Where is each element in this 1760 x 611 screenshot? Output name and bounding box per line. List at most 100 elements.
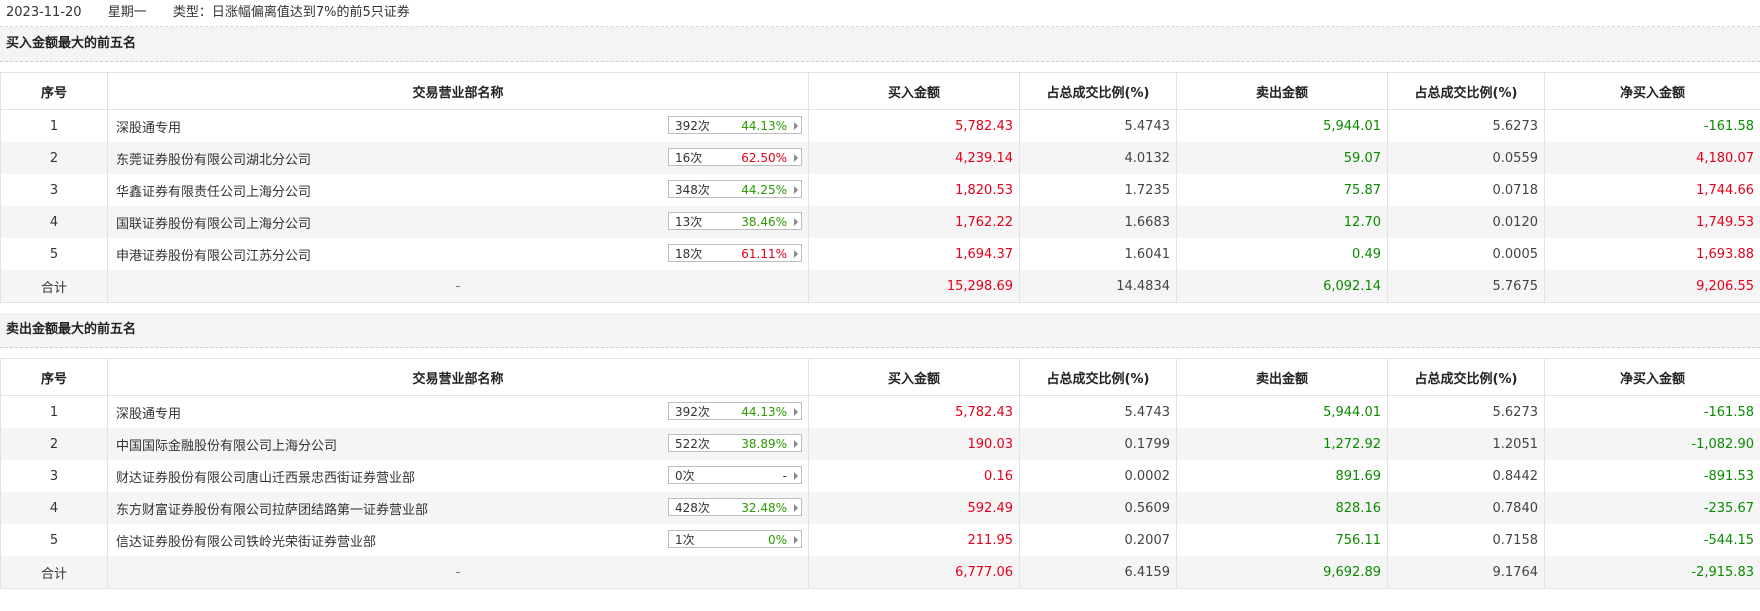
row-index: 2	[0, 428, 108, 460]
total-net-amount: -2,915.83	[1544, 556, 1760, 589]
win-rate: 44.25%	[741, 183, 787, 197]
appearance-count: 13次	[675, 215, 703, 229]
branch-name-cell: 国联证券股份有限公司上海分公司 13次 38.46%	[107, 206, 809, 238]
appearance-badge[interactable]: 392次 44.13%	[668, 116, 802, 134]
buy-amount: 5,782.43	[808, 395, 1020, 428]
branch-name: 东莞证券股份有限公司湖北分公司	[116, 152, 312, 168]
buy-amount: 5,782.43	[808, 109, 1020, 142]
buy-ratio: 1.6041	[1019, 238, 1177, 270]
buy-amount: 592.49	[808, 492, 1020, 524]
total-buy-ratio: 14.4834	[1019, 270, 1177, 303]
col-branch-name: 交易营业部名称	[107, 72, 809, 110]
total-row: 合计 -15,298.69 14.4834 6,092.14 5.7675 9,206.5…	[0, 270, 1760, 303]
sell-amount: 12.70	[1176, 206, 1388, 238]
table-row: 5 申港证券股份有限公司江苏分公司 18次 61.11% 1,694.37 1.6041 0…	[0, 238, 1760, 270]
row-index: 5	[0, 524, 108, 556]
top-info-bar: 2023-11-20 星期一 类型：日涨幅偏离值达到7%的前5只证券	[0, 0, 1760, 27]
chevron-right-icon	[794, 504, 798, 512]
net-amount: -1,082.90	[1544, 428, 1760, 460]
branch-name-cell: 深股通专用 392次 44.13%	[107, 109, 809, 142]
sell-ratio: 1.2051	[1387, 428, 1545, 460]
total-sell-amount: 9,692.89	[1176, 556, 1388, 589]
sell-table-body: 1 深股通专用 392次 44.13% 5,782.43 5.4743 5,944.01 5.…	[0, 395, 1760, 589]
chevron-right-icon	[794, 408, 798, 416]
sell-ratio: 0.0559	[1387, 142, 1545, 174]
row-index: 4	[0, 492, 108, 524]
appearance-badge[interactable]: 348次 44.25%	[668, 180, 802, 198]
branch-name-cell: 财达证券股份有限公司唐山迁西景忠西街证券营业部 0次 -	[107, 460, 809, 492]
net-amount: 1,693.88	[1544, 238, 1760, 270]
appearance-badge[interactable]: 392次 44.13%	[668, 402, 802, 420]
table-row: 2 中国国际金融股份有限公司上海分公司 522次 38.89% 190.03 0.1799…	[0, 428, 1760, 460]
branch-name-cell: 申港证券股份有限公司江苏分公司 18次 61.11%	[107, 238, 809, 270]
sell-amount: 59.07	[1176, 142, 1388, 174]
chevron-right-icon	[794, 186, 798, 194]
total-label: 合计	[0, 270, 108, 303]
appearance-badge[interactable]: 16次 62.50%	[668, 148, 802, 166]
appearance-badge[interactable]: 13次 38.46%	[668, 212, 802, 230]
appearance-badge[interactable]: 1次 0%	[668, 530, 802, 548]
branch-name-cell: 东方财富证券股份有限公司拉萨团结路第一证券营业部 428次 32.48%	[107, 492, 809, 524]
total-label: 合计	[0, 556, 108, 589]
branch-name-cell: 中国国际金融股份有限公司上海分公司 522次 38.89%	[107, 428, 809, 460]
row-index: 3	[0, 460, 108, 492]
appearance-badge[interactable]: 522次 38.89%	[668, 434, 802, 452]
sell-ratio: 0.0120	[1387, 206, 1545, 238]
net-amount: 1,744.66	[1544, 174, 1760, 206]
col-sell-amount: 卖出金额	[1176, 358, 1388, 396]
branch-name-cell: 信达证券股份有限公司铁岭光荣街证券营业部 1次 0%	[107, 524, 809, 556]
buy-ratio: 4.0132	[1019, 142, 1177, 174]
branch-name-cell: 深股通专用 392次 44.13%	[107, 395, 809, 428]
buy-ratio: 1.7235	[1019, 174, 1177, 206]
branch-name-cell: 华鑫证券有限责任公司上海分公司 348次 44.25%	[107, 174, 809, 206]
branch-name: 国联证券股份有限公司上海分公司	[116, 216, 312, 232]
buy-ratio: 0.1799	[1019, 428, 1177, 460]
sell-ratio: 5.6273	[1387, 109, 1545, 142]
win-rate: 44.13%	[741, 405, 787, 419]
buy-ratio: 1.6683	[1019, 206, 1177, 238]
chevron-right-icon	[794, 472, 798, 480]
sell-amount: 5,944.01	[1176, 109, 1388, 142]
sell-top5-table: 序号 交易营业部名称 买入金额 占总成交比例(%) 卖出金额 占总成交比例(%)…	[0, 358, 1760, 589]
table-row: 1 深股通专用 392次 44.13% 5,782.43 5.4743 5,944.01 5.…	[0, 395, 1760, 428]
col-sell-amount: 卖出金额	[1176, 72, 1388, 110]
total-buy-ratio: 6.4159	[1019, 556, 1177, 589]
row-index: 1	[0, 395, 108, 428]
net-amount: -161.58	[1544, 395, 1760, 428]
appearance-count: 1次	[675, 533, 695, 547]
list-type: 类型：日涨幅偏离值达到7%的前5只证券	[172, 5, 410, 20]
col-index: 序号	[0, 358, 108, 396]
total-net-amount: 9,206.55	[1544, 270, 1760, 303]
branch-name: 深股通专用	[116, 406, 182, 422]
net-amount: 4,180.07	[1544, 142, 1760, 174]
win-rate: -	[782, 469, 787, 483]
appearance-badge[interactable]: 0次 -	[668, 466, 802, 484]
row-index: 3	[0, 174, 108, 206]
buy-amount: 1,762.22	[808, 206, 1020, 238]
table-row: 2 东莞证券股份有限公司湖北分公司 16次 62.50% 4,239.14 4.0132 5…	[0, 142, 1760, 174]
chevron-right-icon	[794, 218, 798, 226]
appearance-count: 522次	[675, 437, 710, 451]
total-sell-amount: 6,092.14	[1176, 270, 1388, 303]
buy-amount: 0.16	[808, 460, 1020, 492]
sell-ratio: 5.6273	[1387, 395, 1545, 428]
table-row: 5 信达证券股份有限公司铁岭光荣街证券营业部 1次 0% 211.95 0.2007 756…	[0, 524, 1760, 556]
win-rate: 38.46%	[741, 215, 787, 229]
col-buy-ratio: 占总成交比例(%)	[1019, 72, 1177, 110]
net-amount: -161.58	[1544, 109, 1760, 142]
appearance-count: 392次	[675, 119, 710, 133]
appearance-count: 16次	[675, 151, 703, 165]
buy-ratio: 0.0002	[1019, 460, 1177, 492]
buy-amount: 190.03	[808, 428, 1020, 460]
buy-amount: 4,239.14	[808, 142, 1020, 174]
appearance-badge[interactable]: 18次 61.11%	[668, 244, 802, 262]
buy-ratio: 0.2007	[1019, 524, 1177, 556]
appearance-badge[interactable]: 428次 32.48%	[668, 498, 802, 516]
total-sell-ratio: 5.7675	[1387, 270, 1545, 303]
total-name: -	[107, 270, 809, 303]
buy-amount: 1,694.37	[808, 238, 1020, 270]
total-buy-amount: 15,298.69	[808, 270, 1020, 303]
buy-ratio: 5.4743	[1019, 109, 1177, 142]
total-sell-ratio: 9.1764	[1387, 556, 1545, 589]
net-amount: -891.53	[1544, 460, 1760, 492]
